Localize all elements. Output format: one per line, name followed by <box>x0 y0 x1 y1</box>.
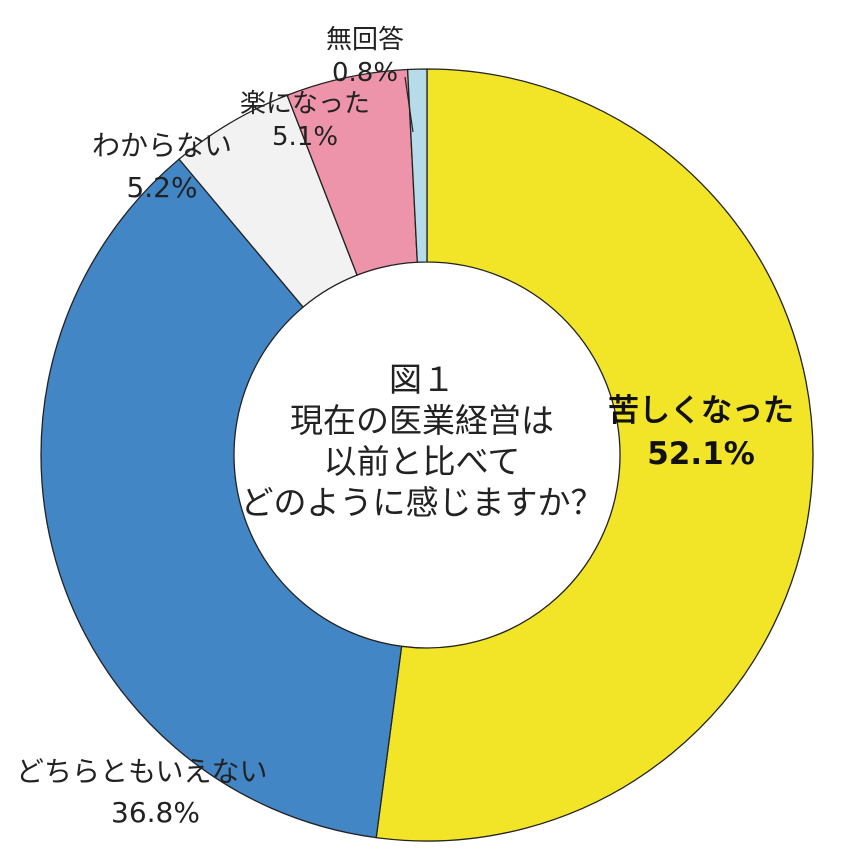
slices <box>40 68 814 842</box>
slice-value: 5.1% <box>271 121 339 152</box>
slice-no-answer <box>406 68 428 263</box>
slice-name: どちらともいえない <box>16 755 268 788</box>
slice-name: わからない <box>92 129 233 162</box>
question-line: 以前と比べて <box>323 441 521 481</box>
slice-value: 36.8% <box>111 795 200 829</box>
slice-value: 5.2% <box>126 171 198 204</box>
question-line: どのように感じますか？ <box>240 482 604 522</box>
leader-line-no-answer <box>404 76 414 133</box>
slice-hard <box>375 68 814 842</box>
slice-label-neither: どちらともいえない 36.8% <box>16 752 267 833</box>
slice-value: 52.1% <box>647 436 755 473</box>
slice-label-no-answer: 無回答 0.8% <box>326 24 404 89</box>
slice-name: 楽になった <box>240 89 371 119</box>
figure-number: 図１ <box>389 360 455 399</box>
slice-label-easier: 楽になった 5.1% <box>240 88 370 153</box>
slice-name: 無回答 <box>326 25 405 55</box>
slice-name: 苦しくなった <box>608 393 794 429</box>
slice-value: 0.8% <box>331 57 399 88</box>
slice-label-hard: 苦しくなった 52.1% <box>608 390 794 477</box>
slice-neither <box>40 158 403 839</box>
slice-label-unknown: わからない 5.2% <box>92 125 232 209</box>
question-line: 現在の医業経営は <box>290 400 554 440</box>
chart-question: 図１ 現在の医業経営は 以前と比べて どのように感じますか？ <box>222 360 622 524</box>
